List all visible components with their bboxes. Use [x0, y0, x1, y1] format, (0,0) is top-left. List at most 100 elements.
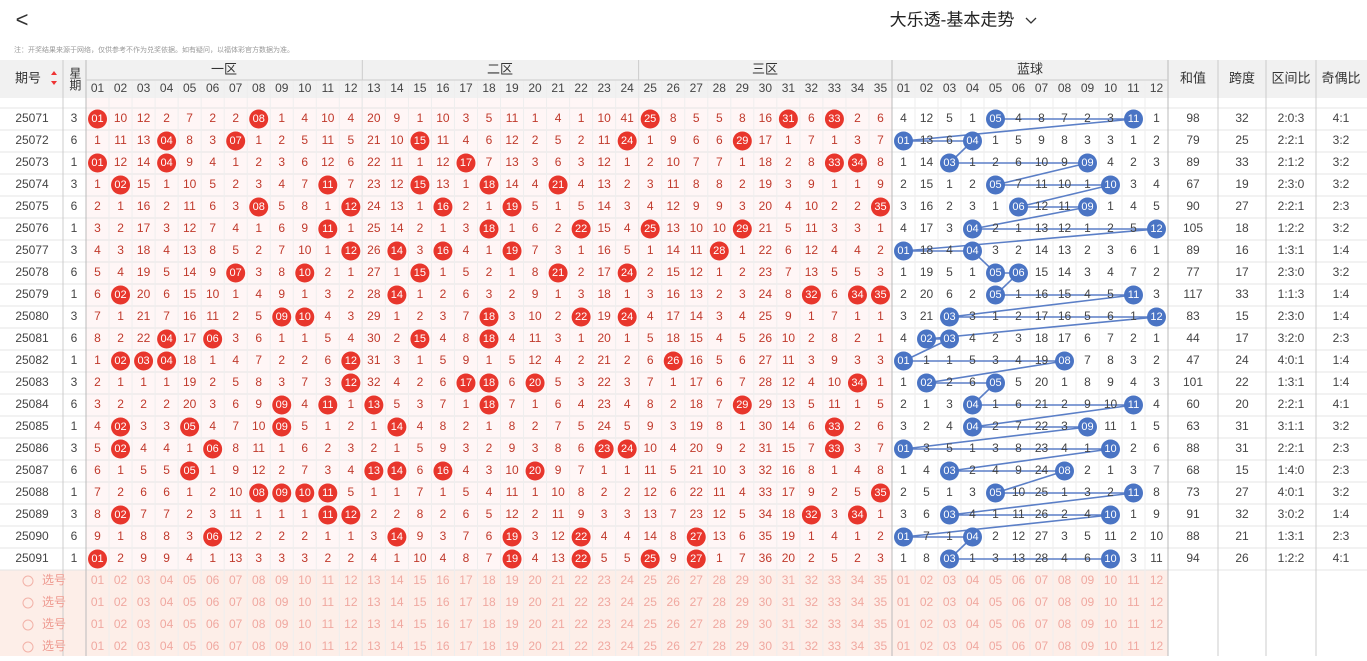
pick-front[interactable]: 32 [805, 573, 819, 587]
pick-back[interactable]: 02 [920, 639, 934, 653]
pick-back[interactable]: 12 [1150, 595, 1164, 609]
pick-front[interactable]: 17 [459, 573, 473, 587]
title-chevron[interactable] [1025, 17, 1037, 24]
pick-front[interactable]: 08 [252, 639, 266, 653]
back-button[interactable]: < [16, 7, 29, 32]
pick-front[interactable]: 07 [229, 595, 243, 609]
pick-back[interactable]: 12 [1150, 617, 1164, 631]
pick-front[interactable]: 17 [459, 639, 473, 653]
pick-front[interactable]: 05 [183, 639, 197, 653]
pick-front[interactable]: 07 [229, 617, 243, 631]
pick-front[interactable]: 33 [828, 573, 842, 587]
pick-back[interactable]: 02 [920, 595, 934, 609]
pick-back[interactable]: 08 [1058, 573, 1072, 587]
pick-front[interactable]: 24 [620, 573, 634, 587]
pick-back[interactable]: 05 [989, 573, 1003, 587]
pick-front[interactable]: 06 [206, 573, 220, 587]
pick-label[interactable]: 选号 [42, 639, 66, 653]
pick-front[interactable]: 26 [667, 639, 681, 653]
pick-front[interactable]: 19 [505, 617, 519, 631]
pick-front[interactable]: 33 [828, 639, 842, 653]
pick-front[interactable]: 23 [597, 617, 611, 631]
pick-front[interactable]: 18 [482, 617, 496, 631]
pick-front[interactable]: 27 [690, 573, 704, 587]
pick-front[interactable]: 11 [322, 617, 335, 631]
pick-radio[interactable] [22, 619, 34, 631]
pick-front[interactable]: 22 [574, 595, 588, 609]
pick-front[interactable]: 28 [713, 617, 727, 631]
pick-front[interactable]: 29 [736, 617, 750, 631]
pick-front[interactable]: 21 [551, 595, 565, 609]
pick-front[interactable]: 07 [229, 639, 243, 653]
pick-front[interactable]: 29 [736, 639, 750, 653]
pick-front[interactable]: 30 [759, 639, 773, 653]
pick-front[interactable]: 12 [344, 595, 358, 609]
pick-front[interactable]: 09 [275, 573, 289, 587]
pick-front[interactable]: 01 [91, 595, 105, 609]
pick-front[interactable]: 35 [874, 639, 888, 653]
pick-back[interactable]: 10 [1104, 617, 1118, 631]
pick-front[interactable]: 28 [713, 595, 727, 609]
pick-front[interactable]: 18 [482, 639, 496, 653]
pick-front[interactable]: 32 [805, 595, 819, 609]
pick-front[interactable]: 04 [160, 595, 174, 609]
pick-front[interactable]: 12 [344, 617, 358, 631]
pick-front[interactable]: 29 [736, 573, 750, 587]
pick-front[interactable]: 34 [851, 617, 865, 631]
pick-back[interactable]: 12 [1150, 573, 1164, 587]
pick-back[interactable]: 07 [1035, 595, 1049, 609]
pick-back[interactable]: 09 [1081, 639, 1095, 653]
pick-front[interactable]: 05 [183, 617, 197, 631]
pick-front[interactable]: 24 [620, 617, 634, 631]
pick-back[interactable]: 01 [897, 573, 911, 587]
pick-front[interactable]: 13 [367, 617, 381, 631]
pick-front[interactable]: 04 [160, 617, 174, 631]
pick-front[interactable]: 32 [805, 639, 819, 653]
pick-front[interactable]: 30 [759, 573, 773, 587]
pick-front[interactable]: 11 [322, 595, 335, 609]
pick-front[interactable]: 12 [344, 573, 358, 587]
pick-back[interactable]: 10 [1104, 573, 1118, 587]
pick-back[interactable]: 01 [897, 595, 911, 609]
pick-front[interactable]: 13 [367, 639, 381, 653]
pick-front[interactable]: 02 [114, 573, 128, 587]
pick-back[interactable]: 06 [1012, 573, 1026, 587]
pick-front[interactable]: 10 [298, 573, 312, 587]
pick-front[interactable]: 21 [551, 639, 565, 653]
pick-front[interactable]: 23 [597, 595, 611, 609]
pick-back[interactable]: 01 [897, 617, 911, 631]
pick-back[interactable]: 07 [1035, 617, 1049, 631]
pick-back[interactable]: 06 [1012, 639, 1026, 653]
pick-front[interactable]: 04 [160, 639, 174, 653]
pick-front[interactable]: 31 [782, 639, 796, 653]
pick-front[interactable]: 14 [390, 639, 404, 653]
pick-back[interactable]: 11 [1127, 617, 1140, 631]
pick-front[interactable]: 24 [620, 639, 634, 653]
pick-label[interactable]: 选号 [42, 617, 66, 631]
pick-label[interactable]: 选号 [42, 595, 66, 609]
pick-back[interactable]: 03 [943, 639, 957, 653]
pick-front[interactable]: 03 [137, 639, 151, 653]
pick-front[interactable]: 08 [252, 573, 266, 587]
pick-front[interactable]: 11 [322, 573, 335, 587]
pick-front[interactable]: 19 [505, 595, 519, 609]
pick-front[interactable]: 17 [459, 617, 473, 631]
pick-front[interactable]: 31 [782, 617, 796, 631]
pick-front[interactable]: 31 [782, 573, 796, 587]
pick-front[interactable]: 16 [436, 617, 450, 631]
pick-front[interactable]: 27 [690, 595, 704, 609]
pick-front[interactable]: 16 [436, 595, 450, 609]
pick-front[interactable]: 02 [114, 617, 128, 631]
pick-front[interactable]: 23 [597, 573, 611, 587]
pick-front[interactable]: 14 [390, 617, 404, 631]
pick-front[interactable]: 35 [874, 595, 888, 609]
pick-front[interactable]: 19 [505, 639, 519, 653]
pick-radio[interactable] [22, 575, 34, 587]
pick-back[interactable]: 04 [966, 617, 980, 631]
sort-icon[interactable] [51, 71, 57, 85]
pick-front[interactable]: 08 [252, 595, 266, 609]
pick-front[interactable]: 25 [644, 595, 658, 609]
pick-back[interactable]: 06 [1012, 617, 1026, 631]
pick-front[interactable]: 18 [482, 573, 496, 587]
pick-back[interactable]: 10 [1104, 639, 1118, 653]
